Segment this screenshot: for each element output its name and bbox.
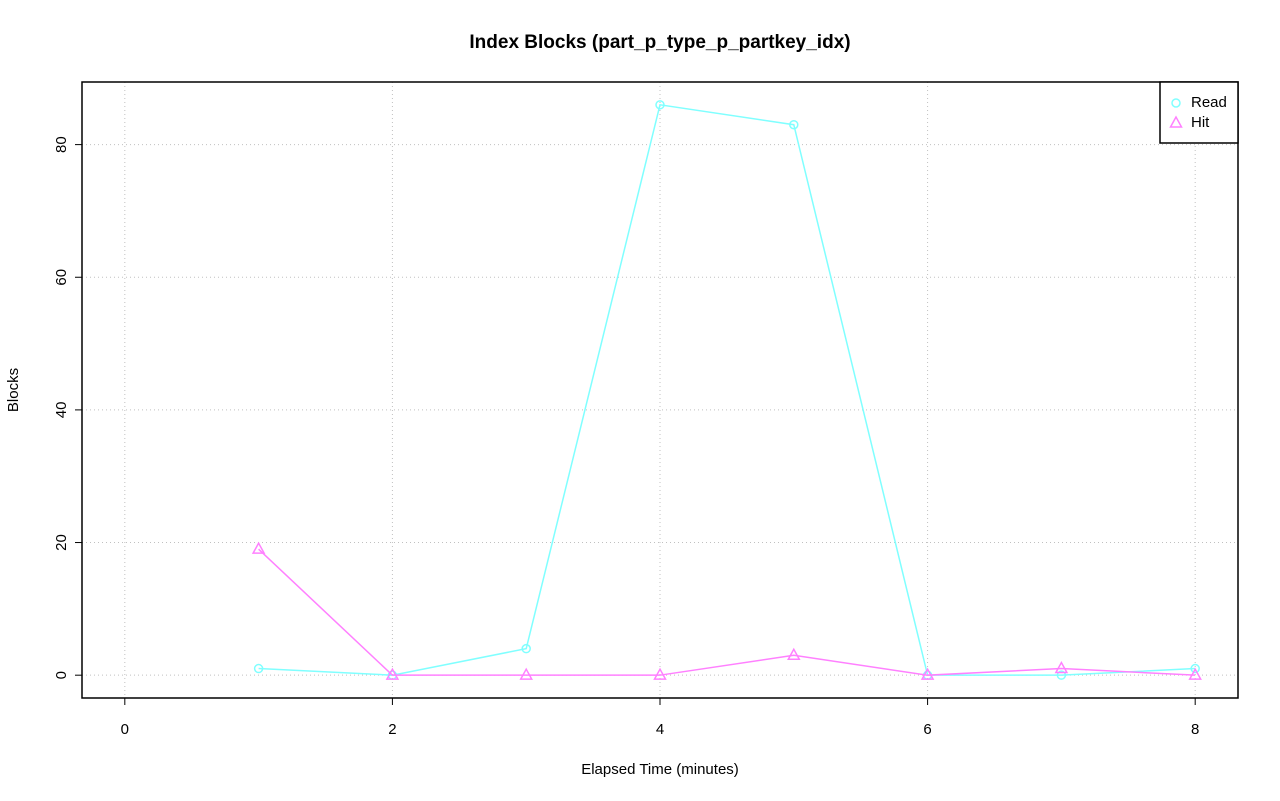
x-tick-label: 0 (121, 721, 129, 738)
x-axis-label: Elapsed Time (minutes) (581, 761, 739, 778)
point (1056, 670, 1067, 680)
y-tick-label: 60 (53, 269, 70, 286)
legend-label: Hit (1191, 114, 1210, 131)
point (1188, 667, 1202, 680)
point (1190, 663, 1200, 674)
x-tick-label: 2 (388, 721, 396, 738)
chart-title: Index Blocks (part_p_type_p_partkey_idx) (469, 32, 850, 53)
series-line (258, 548, 1196, 676)
point (789, 119, 799, 130)
x-tick-label: 6 (923, 721, 931, 738)
legend-marker (1171, 98, 1181, 108)
y-tick-label: 20 (53, 534, 70, 551)
y-axis-label: Blocks (5, 368, 22, 412)
x-tick-label: 8 (1191, 721, 1199, 738)
y-tick-label: 0 (53, 671, 70, 679)
point (519, 667, 533, 680)
plot-frame (81, 81, 1239, 699)
point (787, 647, 801, 661)
point (521, 643, 531, 654)
point (385, 667, 400, 680)
y-tick-label: 80 (53, 136, 70, 153)
point (1054, 660, 1069, 674)
legend-marker (1169, 115, 1183, 128)
legend-box (1159, 81, 1239, 144)
point (920, 667, 935, 680)
legend-label: Read (1191, 94, 1227, 111)
series-line (258, 103, 1196, 676)
point (253, 663, 264, 674)
point (251, 541, 266, 554)
point (653, 667, 667, 680)
point (655, 100, 665, 110)
y-tick-label: 40 (53, 402, 70, 419)
x-tick-label: 4 (656, 721, 664, 738)
